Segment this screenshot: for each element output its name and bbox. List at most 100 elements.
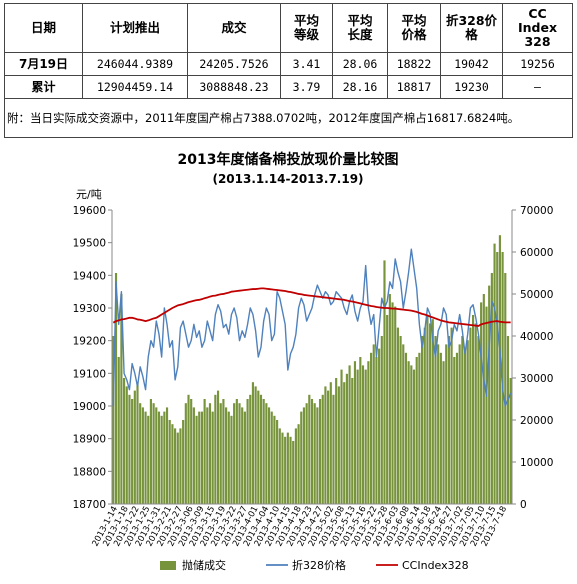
volume-bar bbox=[184, 403, 187, 504]
volume-bar bbox=[396, 327, 399, 504]
volume-bar bbox=[356, 369, 359, 504]
row-label: 7月19日 bbox=[4, 52, 83, 76]
volume-bar bbox=[163, 411, 166, 504]
table-cell: 246044.9389 bbox=[82, 52, 188, 76]
header-cell: 平均 长度 bbox=[332, 3, 388, 53]
volume-bar bbox=[155, 407, 158, 504]
volume-bar bbox=[200, 411, 204, 504]
volume-bar bbox=[302, 407, 306, 504]
volume-bar bbox=[216, 390, 220, 504]
volume-bar bbox=[230, 415, 233, 504]
volume-bar bbox=[308, 394, 311, 504]
volume-bar bbox=[144, 411, 147, 504]
volume-bar bbox=[447, 336, 450, 504]
volume-bar bbox=[112, 336, 115, 504]
table-note: 附：当日实际成交资源中，2011年度国产棉占7388.0702吨，2012年度国… bbox=[4, 98, 573, 138]
volume-bar bbox=[407, 361, 410, 504]
right-tick-label: 50000 bbox=[520, 289, 553, 301]
price-volume-chart: 2013年度储备棉投放现价量比较图 (2013.1.14-2013.7.19) … bbox=[73, 151, 554, 572]
volume-bar bbox=[455, 352, 459, 504]
axes bbox=[108, 209, 516, 505]
header-cell: 成交 bbox=[187, 3, 281, 53]
volume-bar bbox=[160, 415, 163, 504]
volume-bar bbox=[179, 428, 182, 504]
line-折328价格 bbox=[112, 248, 512, 407]
volume-bar bbox=[313, 403, 316, 504]
volume-bar bbox=[278, 428, 281, 504]
volume-bar bbox=[431, 319, 434, 504]
left-tick-label: 18800 bbox=[73, 466, 106, 478]
volume-bar bbox=[147, 415, 150, 504]
volume-bar bbox=[477, 336, 480, 504]
volume-bar bbox=[351, 378, 354, 504]
volume-bar bbox=[125, 386, 128, 504]
volume-bar bbox=[480, 302, 483, 504]
volume-bar bbox=[171, 424, 174, 504]
volume-bar bbox=[243, 411, 246, 504]
volume-bar bbox=[345, 373, 348, 504]
volume-bar bbox=[233, 403, 236, 504]
table-cell: 28.06 bbox=[332, 52, 388, 76]
volume-bar bbox=[348, 365, 351, 504]
volume-bar bbox=[249, 394, 252, 504]
volume-bar bbox=[182, 420, 185, 504]
volume-bar bbox=[501, 252, 504, 504]
volume-bar bbox=[343, 382, 346, 504]
table-cell: 18817 bbox=[387, 75, 441, 99]
line-series bbox=[112, 248, 512, 407]
volume-bar bbox=[310, 399, 314, 504]
volume-bar bbox=[292, 441, 295, 504]
right-tick-label: 0 bbox=[520, 499, 527, 511]
volume-bar bbox=[418, 352, 421, 504]
volume-bar bbox=[208, 403, 212, 504]
header-cell: 折328价 格 bbox=[440, 3, 503, 53]
volume-bar bbox=[187, 394, 190, 504]
volume-bar bbox=[168, 420, 171, 504]
table-cell: 3088848.23 bbox=[187, 75, 281, 99]
volume-bar bbox=[509, 378, 512, 504]
left-tick-label: 18900 bbox=[73, 434, 106, 446]
volume-bar bbox=[394, 306, 397, 504]
left-tick-label: 19400 bbox=[73, 270, 106, 282]
chart-legend: 抛储成交 折328价格 CCIndex328 bbox=[160, 558, 469, 572]
volume-bar bbox=[192, 407, 195, 504]
header-cell: CC Index 328 bbox=[502, 3, 573, 53]
volume-bar bbox=[157, 411, 161, 504]
volume-bar bbox=[316, 407, 319, 504]
volume-bar bbox=[399, 336, 402, 504]
volume-bar bbox=[388, 294, 391, 504]
volume-bar bbox=[378, 348, 381, 504]
volume-bar bbox=[222, 399, 225, 504]
left-tick-label: 19000 bbox=[73, 401, 106, 413]
volume-bar bbox=[265, 403, 268, 504]
stats-table: 日期 计划推出 成交 平均 等级 平均 长度 平均 价格 折328价 格 CC … bbox=[4, 3, 573, 138]
volume-bar bbox=[133, 390, 136, 504]
chart-subtitle: (2013.1.14-2013.7.19) bbox=[212, 172, 363, 186]
volume-bar bbox=[123, 378, 126, 504]
volume-bar bbox=[439, 352, 442, 504]
volume-bar bbox=[149, 399, 152, 504]
volume-bar bbox=[466, 340, 469, 504]
volume-bar bbox=[453, 357, 456, 504]
volume-bar bbox=[442, 361, 445, 504]
volume-bar bbox=[463, 348, 467, 504]
volume-bar bbox=[262, 399, 265, 504]
left-tick-label: 19300 bbox=[73, 303, 106, 315]
volume-bar bbox=[273, 415, 276, 504]
volume-bar bbox=[493, 243, 496, 504]
volume-bar bbox=[359, 357, 362, 504]
volume-bar bbox=[117, 357, 120, 504]
volume-bar bbox=[257, 390, 260, 504]
volume-bar bbox=[496, 252, 499, 504]
volume-bar bbox=[461, 336, 464, 504]
table-cell: 19230 bbox=[440, 75, 503, 99]
volume-bar bbox=[375, 357, 378, 504]
volume-bar bbox=[254, 386, 257, 504]
volume-bar bbox=[420, 336, 424, 504]
table-row: 7月19日 246044.9389 24205.7526 3.41 28.06 … bbox=[4, 52, 573, 76]
volume-bar bbox=[235, 399, 238, 504]
volume-bar bbox=[152, 403, 155, 504]
volume-bar bbox=[386, 315, 389, 504]
volume-bar bbox=[353, 361, 357, 504]
volume-bar bbox=[485, 306, 488, 504]
